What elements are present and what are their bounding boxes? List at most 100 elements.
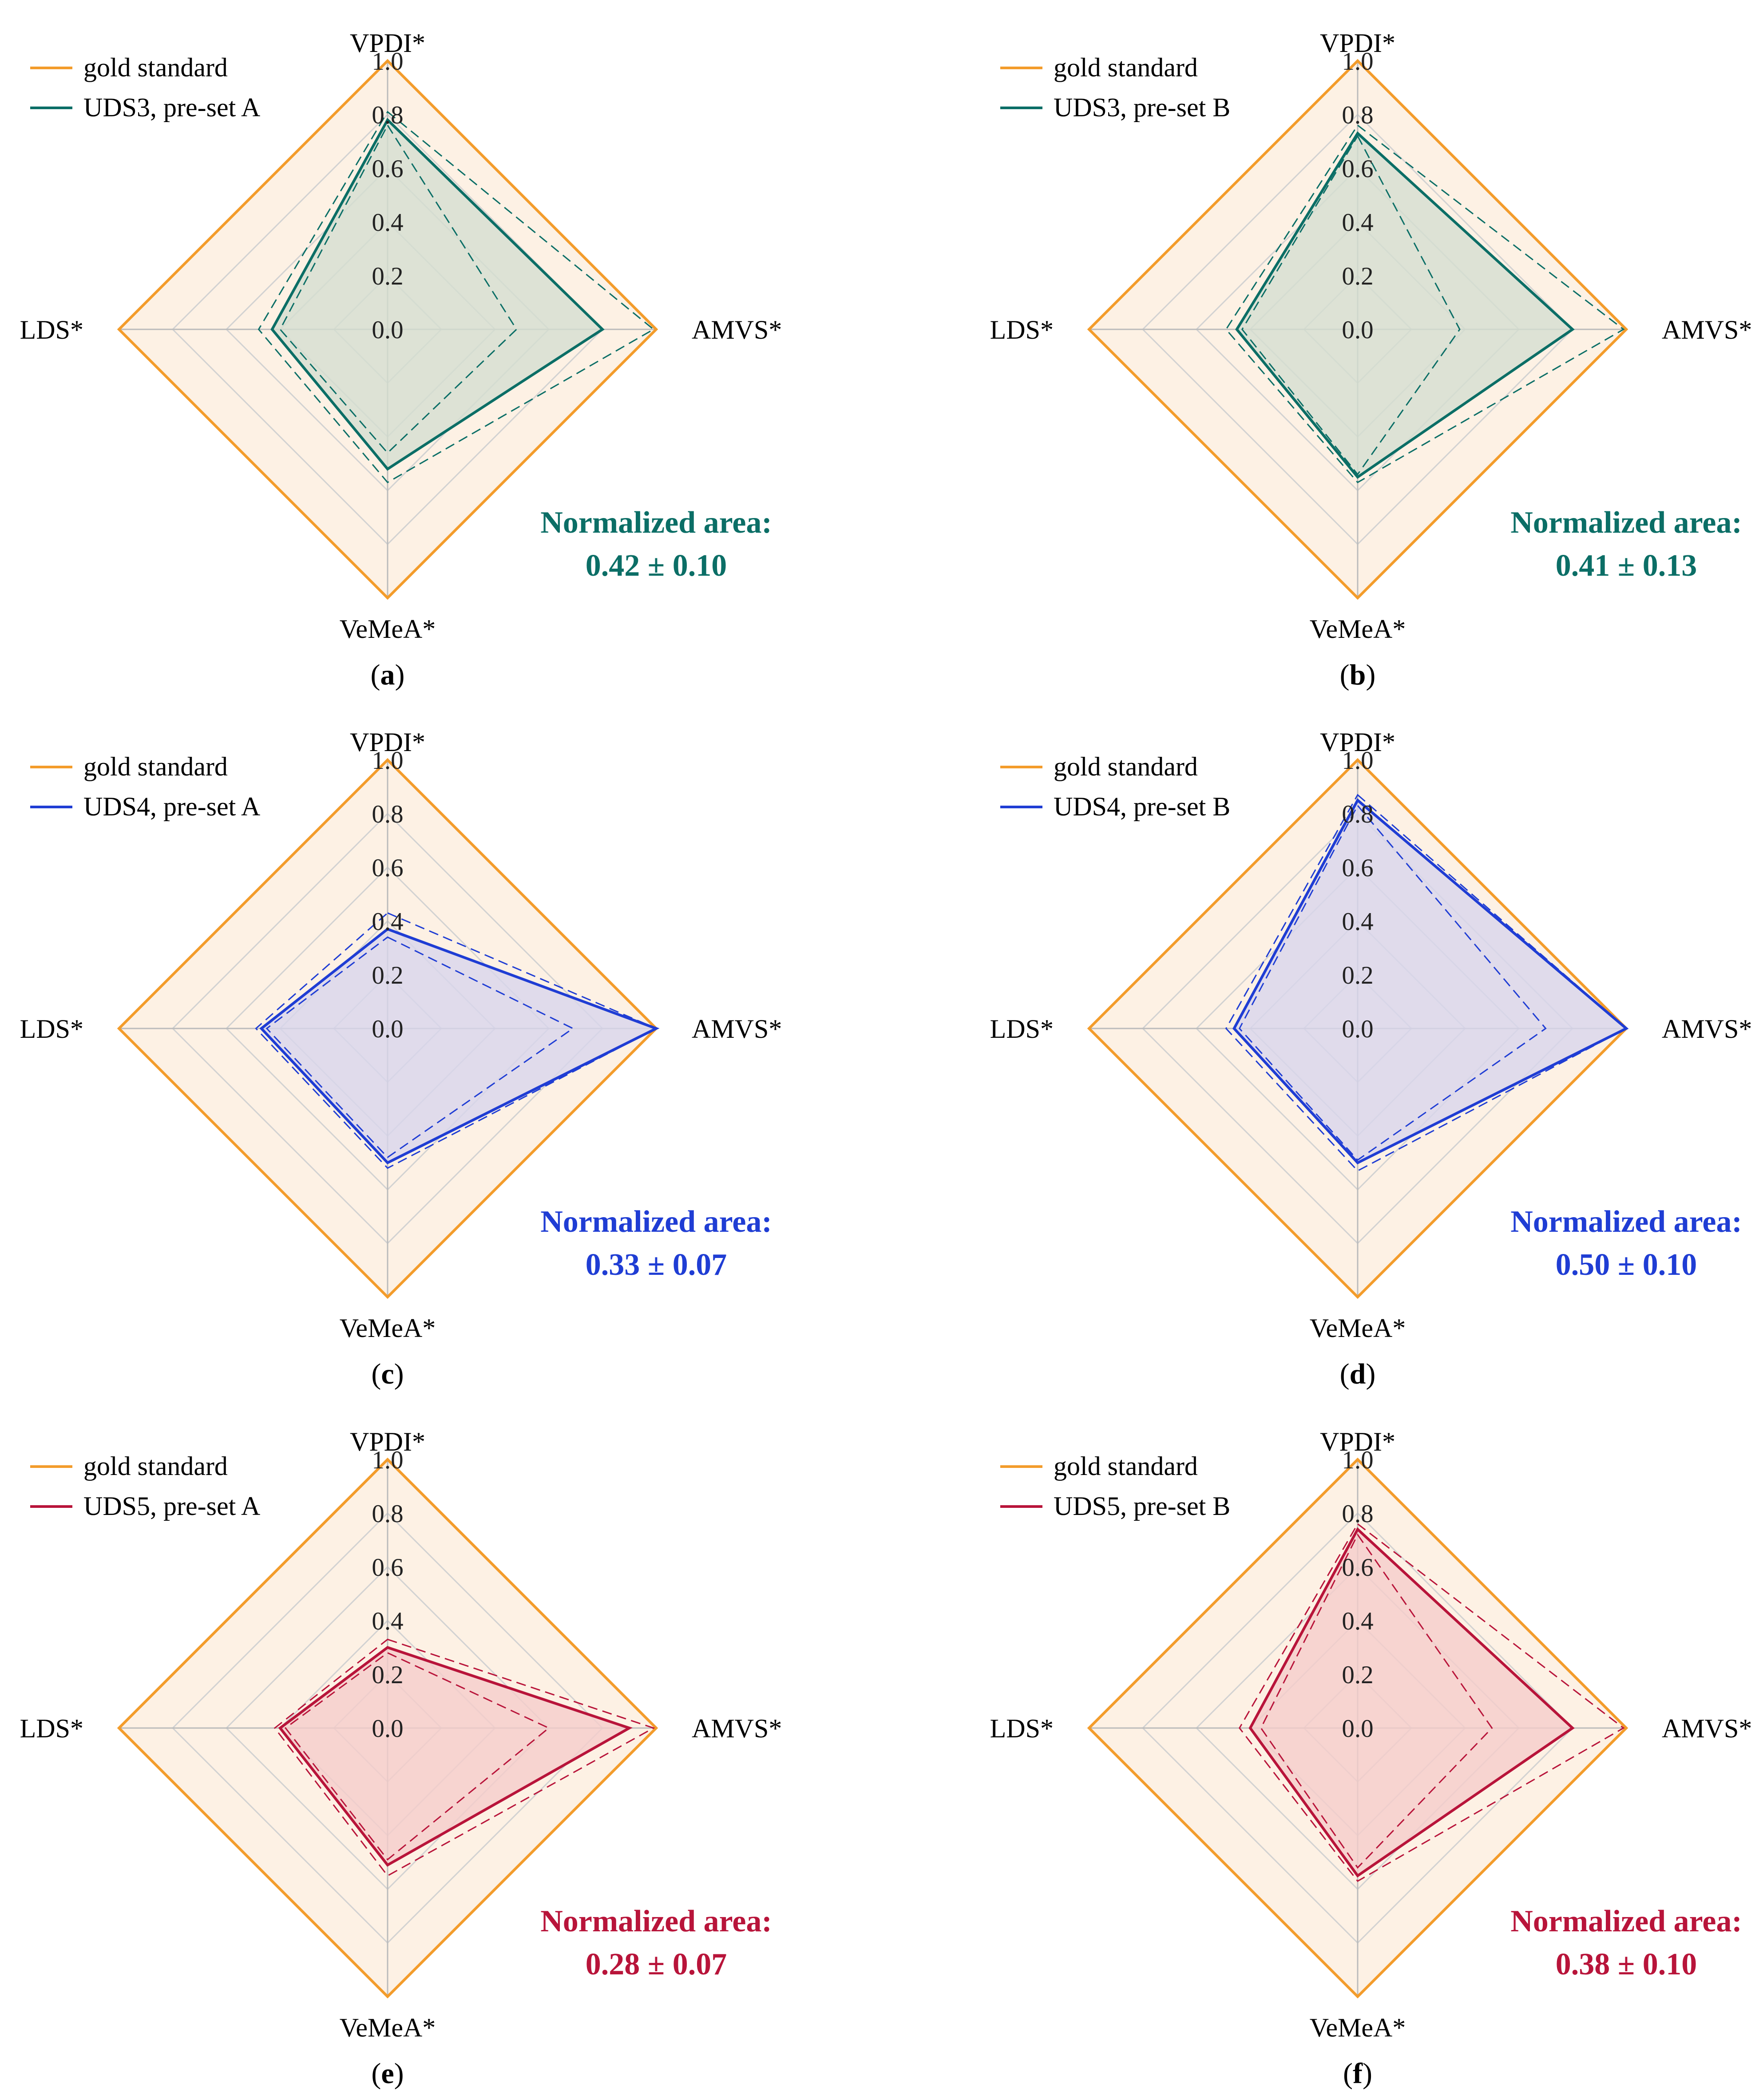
legend-label-series: UDS4, pre-set A [83,792,260,821]
axis-label-vemea: VeMeA* [340,614,436,644]
gold-standard-line [117,59,658,600]
series-area [1250,1529,1573,1876]
panel-label-close: ) [394,1358,404,1390]
axis-label-vpdi: VPDI* [350,1427,425,1456]
panel-label-letter: a [380,659,395,691]
axis-label-amvs: AMVS* [1662,315,1752,344]
series-line [1248,1527,1575,1878]
panel-label: (e) [371,2057,404,2090]
gold-standard-line [1087,59,1628,600]
axis-label-amvs: AMVS* [692,315,782,344]
legend-label-gold: gold standard [83,752,228,781]
axis-label-lds: LDS* [990,315,1054,344]
tick-label: 0.0 [372,316,403,344]
axis-label-amvs: AMVS* [1662,1714,1752,1743]
normalized-area-title: Normalized area: [540,1904,772,1938]
panel-label: (c) [371,1358,404,1390]
tick-label: 0.8 [1342,1500,1373,1528]
tick-label: 1.0 [1342,47,1373,75]
normalized-area-value: 0.42 ± 0.10 [586,549,727,583]
tick-label: 0.0 [372,1015,403,1043]
panel-label-open: ( [371,659,380,691]
panel-label-letter: e [381,2057,394,2090]
legend-label-series: UDS5, pre-set A [83,1491,260,1521]
tick-label: 0.8 [1342,101,1373,129]
panel-label-open: ( [371,1358,381,1390]
series-upper-bound [258,111,655,483]
series-line [270,118,605,471]
tick-label: 1.0 [372,1446,403,1474]
tick-label: 0.8 [372,800,403,828]
gold-standard-line [1087,1457,1628,1999]
series-lower-bound [265,936,574,1159]
panel-label-letter: f [1353,2057,1363,2090]
tick-label: 0.4 [372,908,403,936]
normalized-area-value: 0.50 ± 0.10 [1556,1248,1697,1282]
tick-label: 0.2 [1342,961,1373,989]
axis-label-lds: LDS* [20,315,83,344]
tick-label: 0.6 [1342,854,1373,882]
legend-label-series: UDS5, pre-set B [1054,1491,1230,1521]
normalized-area-title: Normalized area: [1510,506,1742,540]
tick-label: 0.8 [1342,800,1373,828]
axis-label-amvs: AMVS* [1662,1014,1752,1044]
legend-label-series: UDS3, pre-set A [83,93,260,122]
gold-standard-line [117,758,658,1299]
panel-label-open: ( [1343,2057,1353,2090]
series-area [1236,133,1573,477]
tick-label: 0.0 [1342,316,1373,344]
legend-label-gold: gold standard [83,53,228,82]
panel-label: (f) [1343,2057,1372,2090]
tick-label: 0.4 [1342,209,1373,237]
series-lower-bound [1260,1533,1493,1869]
legend-label-gold: gold standard [1054,53,1198,82]
series-line [278,1646,633,1867]
normalized-area-value: 0.41 ± 0.13 [1556,549,1697,583]
panel-label-letter: d [1350,1358,1366,1390]
tick-label: 0.2 [1342,1661,1373,1689]
tick-label: 0.8 [372,1500,403,1528]
series-lower-bound [1238,804,1547,1161]
panel-label-open: ( [1340,1358,1350,1390]
normalized-area-value: 0.28 ± 0.07 [586,1947,727,1981]
tick-label: 0.8 [372,101,403,129]
series-upper-bound [1225,124,1625,483]
tick-label: 1.0 [372,47,403,75]
gold-standard-line [1087,758,1628,1299]
tick-label: 0.6 [372,854,403,882]
axis-label-amvs: AMVS* [692,1714,782,1743]
series-line [1232,798,1629,1165]
normalized-area-title: Normalized area: [540,1205,772,1239]
series-upper-bound [255,912,658,1169]
panel-label-close: ) [1366,659,1375,691]
tick-label: 0.0 [1342,1015,1373,1043]
normalized-area-title: Normalized area: [1510,1904,1742,1938]
series-lower-bound [284,1652,550,1861]
tick-label: 0.6 [372,1554,403,1582]
legend-label-series: UDS3, pre-set B [1054,93,1230,122]
axis-label-vemea: VeMeA* [1310,2013,1406,2042]
series-area [261,929,656,1163]
tick-label: 0.4 [1342,908,1373,936]
axis-label-lds: LDS* [20,1014,83,1044]
panel-label-open: ( [371,2057,381,2090]
panel-label-letter: c [381,1358,394,1390]
panel-label: (a) [371,659,405,691]
axis-label-lds: LDS* [990,1014,1054,1044]
tick-label: 0.6 [372,155,403,183]
axis-label-vpdi: VPDI* [350,28,425,58]
tick-label: 0.0 [1342,1715,1373,1743]
normalized-area-value: 0.38 ± 0.10 [1556,1947,1697,1981]
panel-label-letter: b [1350,659,1366,691]
panel-label: (d) [1340,1358,1376,1390]
axis-label-lds: LDS* [990,1714,1054,1743]
tick-label: 0.2 [372,262,403,290]
axis-label-vemea: VeMeA* [1310,1313,1406,1343]
legend-label-gold: gold standard [83,1451,228,1481]
series-upper-bound [1238,1523,1625,1882]
series-upper-bound [273,1638,655,1877]
